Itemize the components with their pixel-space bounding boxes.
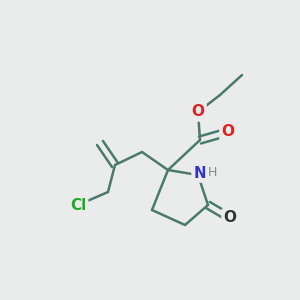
Text: H: H (207, 167, 217, 179)
Text: N: N (194, 166, 206, 181)
Text: O: O (191, 104, 205, 119)
Text: Cl: Cl (70, 197, 86, 212)
Text: O: O (221, 124, 235, 140)
Text: O: O (224, 211, 236, 226)
